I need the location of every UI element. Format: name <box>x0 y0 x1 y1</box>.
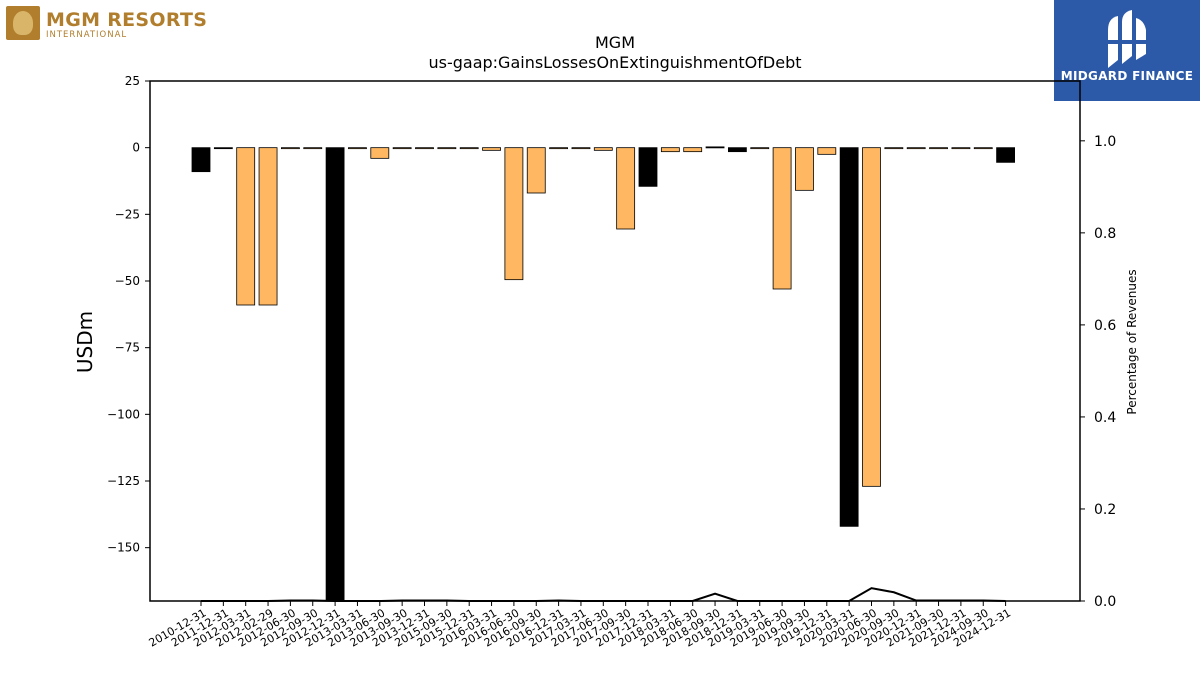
bar-2021-09-30 <box>929 147 948 150</box>
bar-2012-12-31 <box>325 147 345 602</box>
bar-2018-03-31 <box>660 147 680 153</box>
y2-tick-label: 0.8 <box>1094 226 1116 242</box>
bar-2024-09-30 <box>973 147 993 150</box>
y-tick-label: 25 <box>125 74 140 88</box>
y-tick-label: −25 <box>115 207 140 221</box>
brand-subtitle: INTERNATIONAL <box>46 30 128 40</box>
bar-2018-12-31 <box>728 147 747 153</box>
bar-2012-09-30 <box>303 147 323 150</box>
bar-2016-12-31 <box>549 147 568 150</box>
y2-tick-label: 0.4 <box>1094 410 1116 426</box>
midgard-finance-logo: MIDGARD FINANCE <box>1054 0 1200 101</box>
bar-2012-03-31 <box>236 147 256 306</box>
bar-2017-06-30 <box>593 147 613 151</box>
bar-2017-03-31 <box>571 147 591 150</box>
y-tick-label: −150 <box>107 541 140 555</box>
bar-2016-09-30 <box>526 147 546 194</box>
y2-tick-label: 1.0 <box>1094 134 1116 150</box>
bar-2015-12-31 <box>459 147 479 150</box>
y-tick-label: −100 <box>107 407 140 421</box>
y2-axis-label: Percentage of Revenues <box>1125 269 1139 414</box>
bar-2013-03-31 <box>348 147 367 150</box>
bar-2017-12-31 <box>638 147 658 187</box>
bar-2013-12-31 <box>415 147 434 150</box>
midgard-emblem-icon <box>1104 10 1150 68</box>
bar-2013-06-30 <box>370 147 390 159</box>
bar-2024-12-31 <box>996 147 1015 163</box>
bar-2011-12-31 <box>213 147 233 150</box>
bar-2016-03-31 <box>482 147 501 151</box>
bar-2010-12-31 <box>191 147 211 173</box>
mgm-resorts-logo: MGM RESORTS INTERNATIONAL <box>6 6 207 42</box>
partner-name: MIDGARD FINANCE <box>1060 69 1194 83</box>
bar-2019-03-31 <box>750 147 770 150</box>
y-tick-label: −75 <box>115 341 140 355</box>
bar-2018-09-30 <box>705 146 725 149</box>
y2-tick-label: 0.0 <box>1094 594 1116 610</box>
chart-subtitle: us-gaap:GainsLossesOnExtinguishmentOfDeb… <box>428 53 801 72</box>
y2-tick-label: 0.2 <box>1094 502 1116 518</box>
bar-2017-09-30 <box>616 147 636 230</box>
bar-2021-12-31 <box>951 147 971 150</box>
plot-frame <box>149 80 1081 602</box>
bar-2019-12-31 <box>817 147 837 155</box>
y-tick-label: −125 <box>107 474 140 488</box>
bar-2019-09-30 <box>795 147 814 191</box>
y-tick-label: −50 <box>115 274 140 288</box>
bar-2012-06-30 <box>280 147 300 150</box>
bar-2018-06-30 <box>683 147 703 153</box>
bar-2020-12-31 <box>906 147 926 150</box>
bar-2019-06-30 <box>772 147 792 290</box>
bar-2012-02-29 <box>258 147 278 306</box>
chart-title: MGM <box>595 33 635 52</box>
bar-2013-09-30 <box>392 147 412 150</box>
y2-tick-label: 0.6 <box>1094 318 1116 334</box>
bar-2020-03-31 <box>839 147 859 527</box>
y-axis-label: USDm <box>73 311 97 373</box>
brand-name: MGM RESORTS <box>46 9 208 31</box>
lion-icon <box>6 6 40 40</box>
bar-2016-06-30 <box>504 147 524 281</box>
bar-2015-09-30 <box>437 147 457 150</box>
bar-2020-06-30 <box>862 147 881 487</box>
y-tick-label: 0 <box>132 141 140 155</box>
bar-2020-09-30 <box>884 147 904 150</box>
revenue-percentage-line <box>201 587 1006 602</box>
